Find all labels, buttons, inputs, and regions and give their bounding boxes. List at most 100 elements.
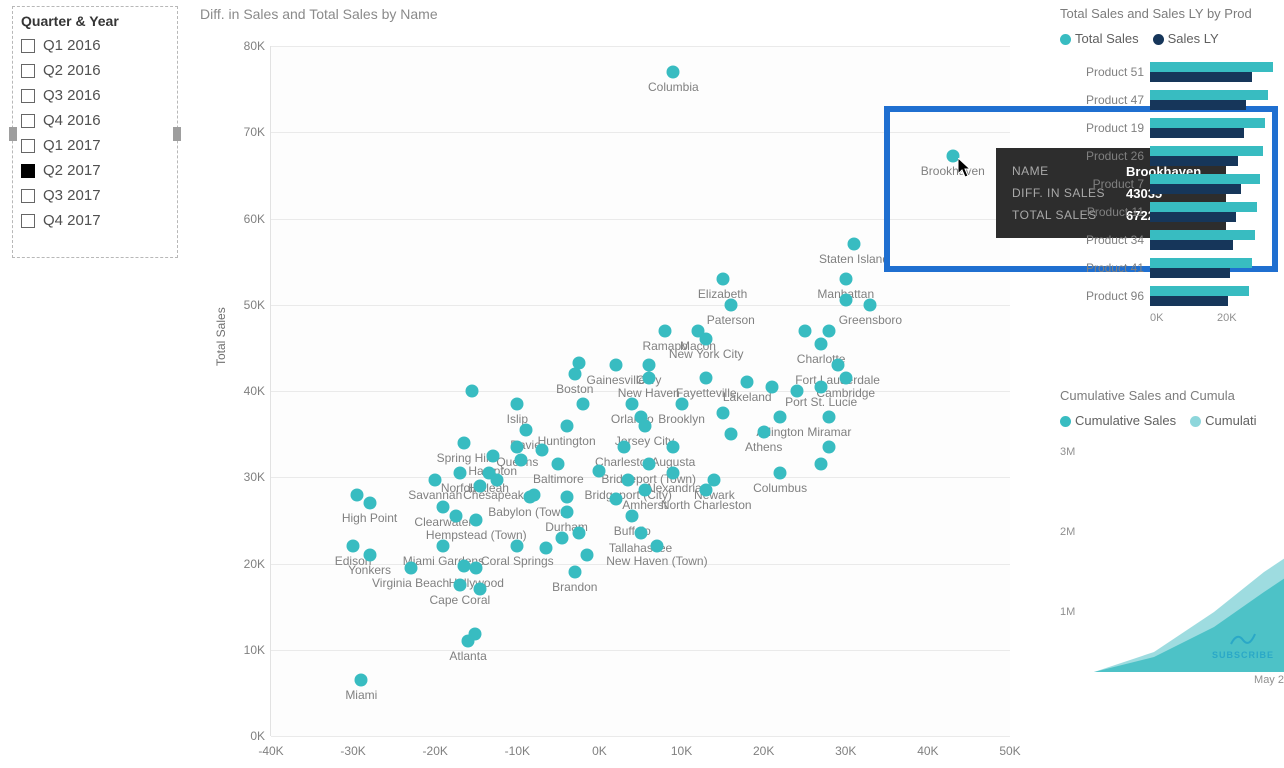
checkbox-icon[interactable] [21,189,35,203]
scatter-point[interactable] [474,583,487,596]
scatter-point[interactable] [815,458,828,471]
scatter-point[interactable] [650,540,663,553]
slicer-item[interactable]: Q1 2017 [21,133,169,158]
checkbox-icon[interactable] [21,164,35,178]
scatter-point[interactable] [823,410,836,423]
scatter-point[interactable] [581,548,594,561]
scatter-point[interactable] [572,527,585,540]
scatter-point[interactable] [453,579,466,592]
scatter-point[interactable] [675,397,688,410]
slicer-item[interactable]: Q4 2016 [21,108,169,133]
bar-chart[interactable]: Product 51Product 47Product 19Product 26… [1060,60,1284,360]
scatter-point[interactable] [618,441,631,454]
checkbox-icon[interactable] [21,114,35,128]
scatter-point[interactable] [355,673,368,686]
scatter-point[interactable] [724,428,737,441]
bar-row[interactable]: Product 41 [1060,256,1284,280]
scatter-point[interactable] [659,324,672,337]
quarter-year-slicer[interactable]: Quarter & Year Q1 2016Q2 2016Q3 2016Q4 2… [12,6,178,258]
scatter-point[interactable] [560,419,573,432]
scatter-point[interactable] [724,298,737,311]
scatter-point[interactable] [609,359,622,372]
scatter-chart[interactable]: Diff. in Sales and Total Sales by Name T… [200,6,1020,762]
slicer-item[interactable]: Q4 2017 [21,208,169,233]
bar-row[interactable]: Product 19 [1060,116,1284,140]
scatter-point[interactable] [839,372,852,385]
scatter-point[interactable] [946,150,959,163]
scatter-point[interactable] [363,548,376,561]
scatter-point[interactable] [642,458,655,471]
scatter-point[interactable] [490,473,503,486]
scatter-point[interactable] [568,367,581,380]
scatter-point[interactable] [815,380,828,393]
bar-row[interactable]: Product 7 [1060,172,1284,196]
scatter-point[interactable] [466,385,479,398]
scatter-point[interactable] [568,566,581,579]
scatter-point[interactable] [486,449,499,462]
scatter-point[interactable] [638,484,651,497]
checkbox-icon[interactable] [21,64,35,78]
bar-row[interactable]: Product 96 [1060,284,1284,308]
scatter-point[interactable] [798,324,811,337]
scatter-point[interactable] [831,359,844,372]
scatter-plot-area[interactable]: 0K10K20K30K40K50K60K70K80K-40K-30K-20K-1… [270,46,1010,736]
scatter-point[interactable] [515,454,528,467]
resize-handle-left[interactable] [9,127,17,141]
scatter-point[interactable] [404,561,417,574]
bar-row[interactable]: Product 11 [1060,200,1284,224]
scatter-point[interactable] [626,510,639,523]
scatter-point[interactable] [556,531,569,544]
scatter-point[interactable] [511,540,524,553]
scatter-point[interactable] [347,540,360,553]
checkbox-icon[interactable] [21,39,35,53]
scatter-point[interactable] [552,458,565,471]
scatter-point[interactable] [560,491,573,504]
scatter-point[interactable] [741,376,754,389]
bar-row[interactable]: Product 51 [1060,60,1284,84]
scatter-point[interactable] [457,436,470,449]
scatter-point[interactable] [470,514,483,527]
bar-row[interactable]: Product 34 [1060,228,1284,252]
scatter-point[interactable] [716,406,729,419]
scatter-point[interactable] [453,466,466,479]
checkbox-icon[interactable] [21,89,35,103]
scatter-point[interactable] [765,380,778,393]
scatter-point[interactable] [457,560,470,573]
scatter-point[interactable] [839,294,852,307]
scatter-point[interactable] [474,479,487,492]
scatter-point[interactable] [700,372,713,385]
scatter-point[interactable] [540,541,553,554]
scatter-point[interactable] [626,397,639,410]
scatter-point[interactable] [839,272,852,285]
scatter-point[interactable] [429,473,442,486]
scatter-point[interactable] [449,510,462,523]
scatter-point[interactable] [774,466,787,479]
scatter-point[interactable] [634,527,647,540]
area-chart[interactable]: Cumulative Sales and Cumula Cumulative S… [1060,388,1284,688]
scatter-point[interactable] [667,65,680,78]
scatter-point[interactable] [700,333,713,346]
slicer-item[interactable]: Q3 2016 [21,83,169,108]
checkbox-icon[interactable] [21,139,35,153]
slicer-item[interactable]: Q2 2016 [21,58,169,83]
scatter-point[interactable] [468,628,481,641]
scatter-point[interactable] [757,425,770,438]
scatter-point[interactable] [519,423,532,436]
scatter-point[interactable] [823,324,836,337]
slicer-item[interactable]: Q3 2017 [21,183,169,208]
scatter-point[interactable] [642,359,655,372]
scatter-point[interactable] [609,492,622,505]
scatter-point[interactable] [523,491,536,504]
scatter-point[interactable] [815,337,828,350]
scatter-point[interactable] [511,397,524,410]
resize-handle-right[interactable] [173,127,181,141]
scatter-point[interactable] [642,372,655,385]
scatter-point[interactable] [363,497,376,510]
scatter-point[interactable] [560,505,573,518]
scatter-point[interactable] [437,540,450,553]
scatter-point[interactable] [593,465,606,478]
scatter-point[interactable] [667,441,680,454]
scatter-point[interactable] [577,397,590,410]
scatter-point[interactable] [638,419,651,432]
scatter-point[interactable] [667,466,680,479]
